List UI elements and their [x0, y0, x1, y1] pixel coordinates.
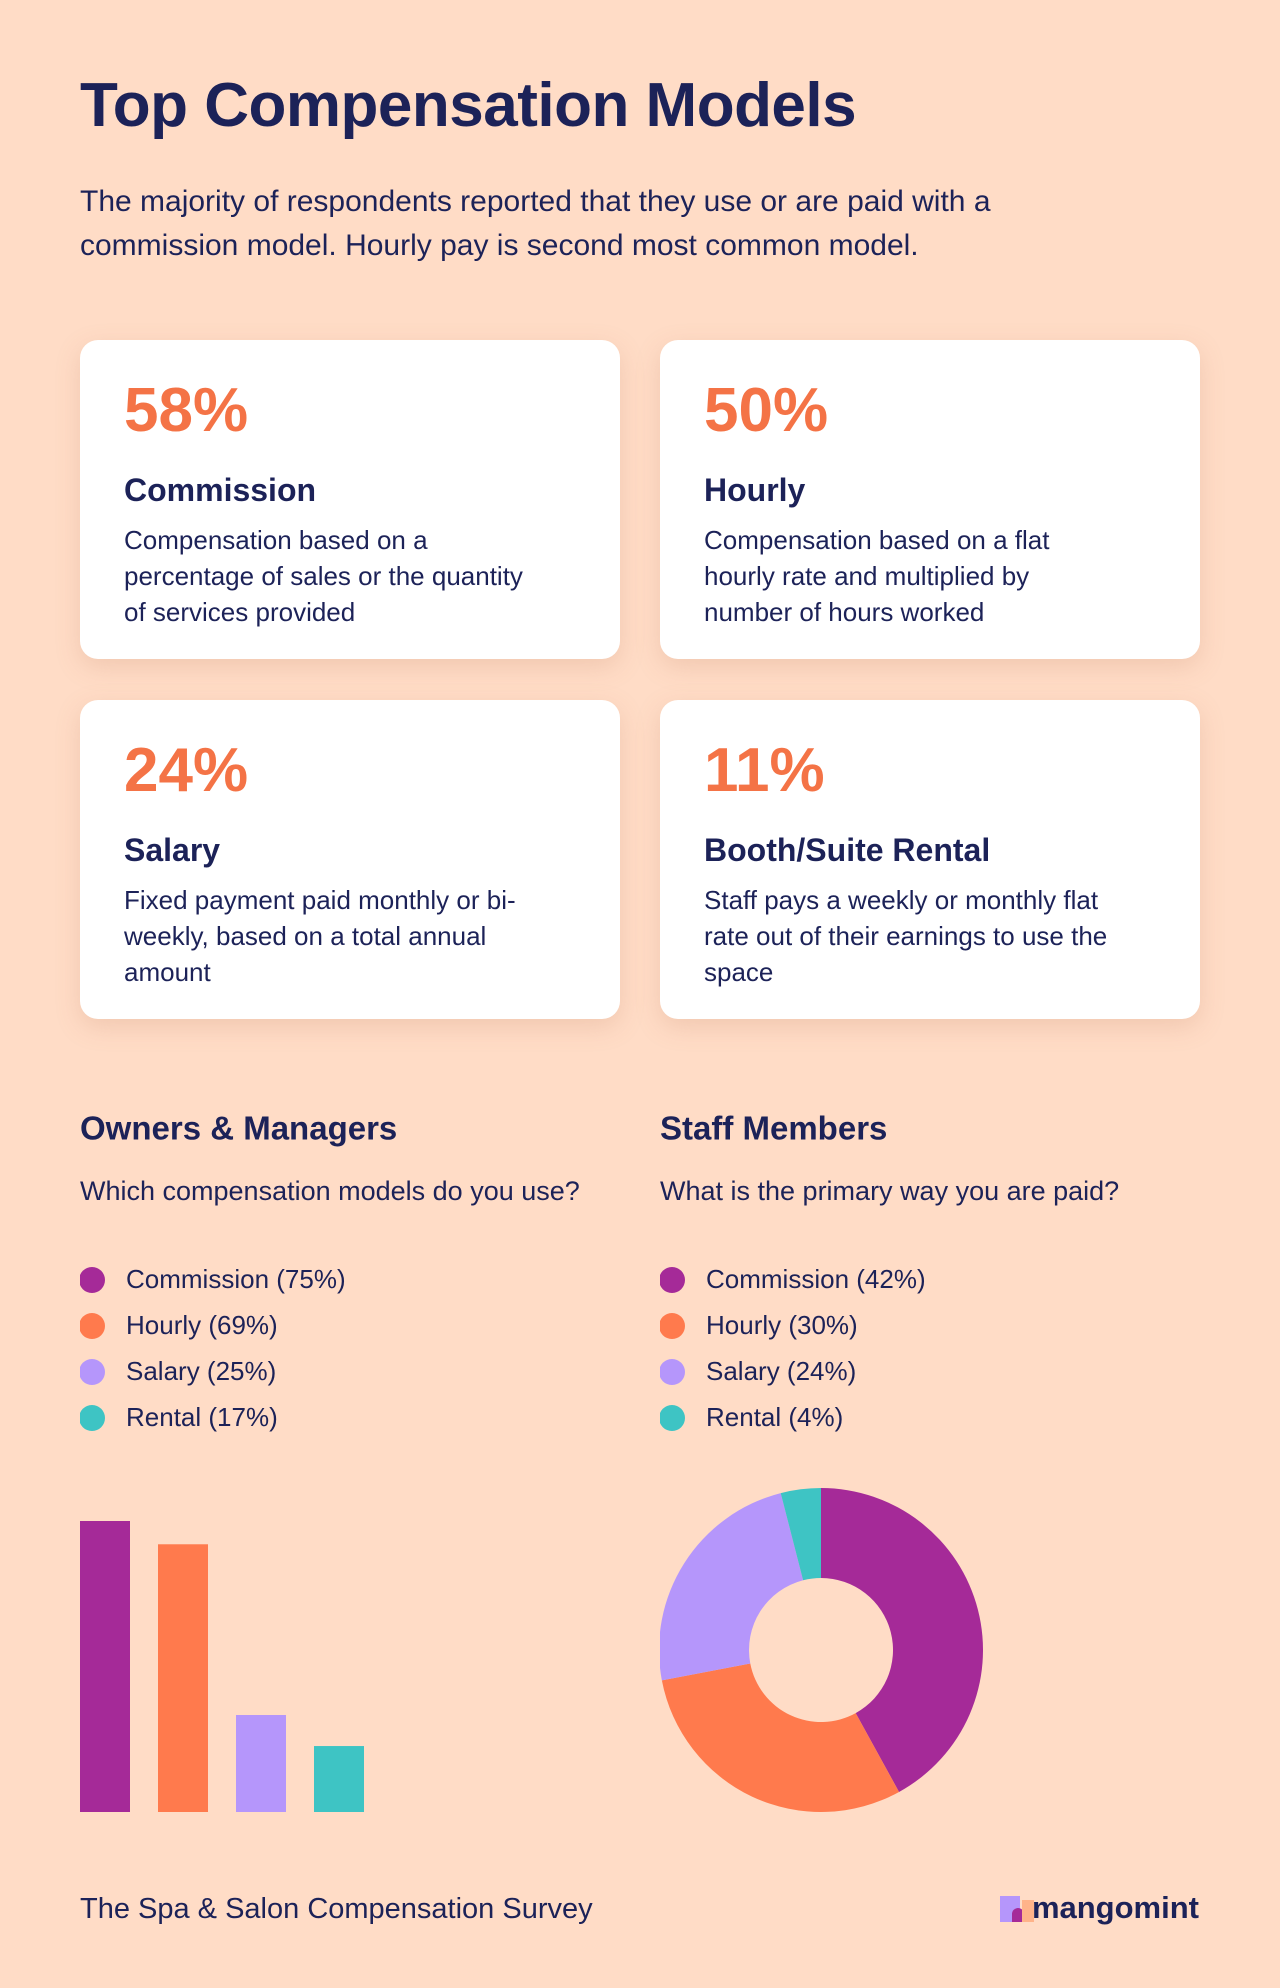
chart-subtitle: Which compensation models do you use?: [80, 1176, 580, 1206]
legend-swatch: [660, 1313, 685, 1339]
legend-label: Salary (24%): [706, 1356, 856, 1386]
footer-source: The Spa & Salon Compensation Survey: [80, 1893, 593, 1925]
legend-swatch: [80, 1267, 105, 1293]
card-name: Hourly: [704, 472, 806, 508]
card-description: Compensation based on a percentage of sa…: [124, 525, 523, 627]
bar: [314, 1746, 364, 1812]
chart: Staff Members What is the primary way you…: [660, 1110, 1119, 1812]
card-name: Booth/Suite Rental: [704, 832, 991, 868]
card-description: Compensation based on a flat hourly rate…: [704, 525, 1050, 627]
donut-segment: [660, 1493, 804, 1681]
title: Top Compensation Models: [80, 71, 857, 140]
card-description: Staff pays a weekly or monthly flat rate…: [704, 885, 1108, 987]
legend-swatch: [660, 1267, 685, 1293]
legend-swatch: [660, 1359, 685, 1385]
bar: [158, 1544, 208, 1812]
legend-swatch: [80, 1405, 105, 1431]
legend-label: Rental (17%): [126, 1402, 278, 1432]
donut-segment: [780, 1488, 821, 1581]
chart-title: Staff Members: [660, 1110, 887, 1147]
card-value: 11%: [704, 736, 825, 805]
bar: [80, 1521, 130, 1812]
donut-segment: [821, 1488, 984, 1792]
card-name: Salary: [124, 832, 221, 868]
card-value: 24%: [124, 736, 249, 805]
subtitle: The majority of respondents reported tha…: [80, 185, 991, 262]
legend-label: Hourly (69%): [126, 1310, 278, 1340]
brand: mangomint: [1031, 1890, 1199, 1925]
chart-subtitle: What is the primary way you are paid?: [660, 1176, 1119, 1206]
legend-label: Commission (42%): [706, 1264, 926, 1294]
card: 24% Salary Fixed payment paid monthly or…: [80, 700, 620, 1019]
legend-label: Rental (4%): [706, 1402, 843, 1432]
logo-shape: [1012, 1908, 1024, 1922]
brand-logo: [1000, 1896, 1034, 1922]
card-description: Fixed payment paid monthly or bi-weekly,…: [124, 885, 516, 987]
chart-title: Owners & Managers: [80, 1110, 397, 1147]
logo-shape: [1022, 1900, 1034, 1922]
card-value: 58%: [124, 376, 249, 445]
legend-label: Commission (75%): [126, 1264, 346, 1294]
legend-label: Hourly (30%): [706, 1310, 858, 1340]
card-name: Commission: [124, 472, 317, 508]
legend-label: Salary (25%): [126, 1356, 276, 1386]
legend-swatch: [660, 1405, 685, 1431]
card: 58% Commission Compensation based on a p…: [80, 340, 620, 659]
legend-swatch: [80, 1359, 105, 1385]
donut-segment: [661, 1663, 900, 1812]
card-value: 50%: [704, 376, 829, 445]
chart: Owners & Managers Which compensation mode…: [80, 1110, 580, 1812]
legend-swatch: [80, 1313, 105, 1339]
card: 50% Hourly Compensation based on a flat …: [660, 340, 1200, 659]
bar: [236, 1715, 286, 1812]
card: 11% Booth/Suite Rental Staff pays a week…: [660, 700, 1200, 1019]
